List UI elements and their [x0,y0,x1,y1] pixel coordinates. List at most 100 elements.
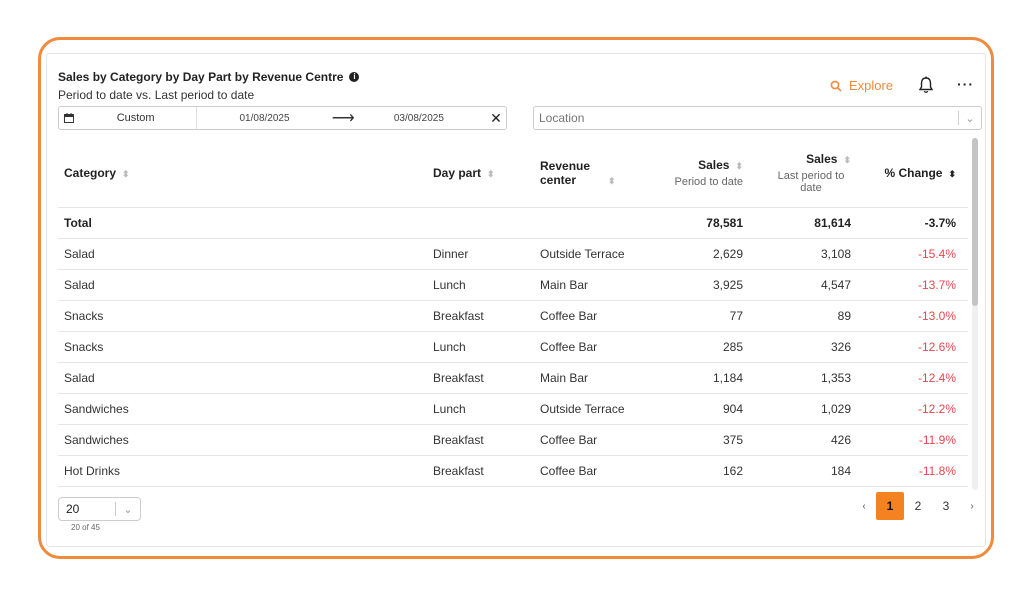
total-row: Total 78,581 81,614 -3.7% [58,207,968,239]
widget-title-text: Sales by Category by Day Part by Revenue… [58,70,344,84]
cell-revenue-center: Outside Terrace [540,393,647,425]
search-icon [830,80,842,92]
cell-daypart: Lunch [433,269,540,301]
column-label: Day part [433,166,482,181]
widget-title: Sales by Category by Day Part by Revenue… [58,70,360,84]
column-header-daypart[interactable]: Day part ⬍ [433,140,540,208]
column-label: Sales [698,158,730,173]
cell-daypart: Lunch [433,331,540,363]
cell-sales: 2,629 [647,238,755,270]
cell-last-sales: 3,108 [755,238,863,270]
page-1-button[interactable]: 1 [876,492,904,520]
column-sublabel: Last period to date [777,170,845,195]
cell-change: -13.7% [863,269,968,301]
cell-revenue-center: Main Bar [540,269,647,301]
cell-sales: 162 [647,455,755,487]
total-sales: 78,581 [647,207,755,239]
table-row[interactable]: Hot Drinks Breakfast Coffee Bar 162 184 -11.8… [58,455,968,487]
cell-category: Sandwiches [58,393,433,425]
cell-change: -11.9% [863,424,968,456]
cell-last-sales: 1,353 [755,362,863,394]
sort-icon[interactable]: ⬍ [608,176,616,187]
calendar-icon [63,113,74,123]
cell-sales: 375 [647,424,755,456]
sort-icon[interactable]: ⬍ [843,155,851,166]
cell-revenue-center: Outside Terrace [540,238,647,270]
table-row[interactable]: Salad Dinner Outside Terrace 2,629 3,108 -15.… [58,238,968,270]
cell-last-sales: 426 [755,424,863,456]
page-2-button[interactable]: 2 [914,499,922,513]
cell-sales: 904 [647,393,755,425]
column-header-revenue-center[interactable]: Revenue center ⬍ [540,140,647,208]
column-header-sales-lptd[interactable]: Sales ⬍ Last period to date [755,140,863,208]
location-input[interactable] [534,111,958,125]
cell-revenue-center: Coffee Bar [540,331,647,363]
column-label: Sales [806,152,838,167]
row-count: 20 of 45 [71,523,100,532]
sort-icon[interactable]: ⬍ [735,161,743,172]
cell-change: -12.2% [863,393,968,425]
page-size-select[interactable]: 20 ⌄ [58,497,141,521]
cell-sales: 77 [647,300,755,332]
start-date-input[interactable]: 01/08/2025 [239,112,290,124]
date-range-picker[interactable]: Custom 01/08/2025 ⟶ 03/08/2025 ✕ [58,106,507,130]
page-3-button[interactable]: 3 [942,499,950,513]
cell-sales: 285 [647,331,755,363]
table-row[interactable]: Salad Breakfast Main Bar 1,184 1,353 -12.4% [58,362,968,394]
column-header-category[interactable]: Category ⬍ [58,140,433,208]
total-change: -3.7% [863,207,968,239]
sort-icon[interactable]: ⬍ [122,169,130,180]
cell-category: Hot Drinks [58,455,433,487]
chevron-down-icon[interactable]: ⌄ [965,112,975,125]
empty-cell [540,207,647,239]
total-last: 81,614 [755,207,863,239]
cell-last-sales: 326 [755,331,863,363]
cell-sales: 1,184 [647,362,755,394]
explore-button[interactable]: Explore [830,78,893,93]
sort-icon[interactable]: ⬍ [487,169,495,180]
empty-cell [433,207,540,239]
cell-category: Sandwiches [58,424,433,456]
column-header-change[interactable]: % Change ⬍ [863,140,968,208]
scrollbar-thumb[interactable] [972,138,978,306]
cell-category: Salad [58,238,433,270]
cell-change: -12.4% [863,362,968,394]
clear-date-icon[interactable]: ✕ [490,109,502,126]
cell-daypart: Breakfast [433,455,540,487]
total-label: Total [58,207,433,239]
cell-last-sales: 184 [755,455,863,487]
arrow-right-icon: ⟶ [331,110,355,127]
divider [958,111,959,125]
sort-active-icon[interactable]: ⬍ [948,169,956,180]
cell-daypart: Dinner [433,238,540,270]
divider [115,502,116,516]
table-row[interactable]: Snacks Lunch Coffee Bar 285 326 -12.6% [58,331,968,363]
more-options-icon[interactable]: ··· [957,76,974,92]
page-size-value: 20 [66,502,80,516]
vertical-scrollbar[interactable] [972,138,978,490]
cell-change: -11.8% [863,455,968,487]
cell-last-sales: 1,029 [755,393,863,425]
location-select[interactable]: ⌄ [533,106,982,130]
chevron-down-icon[interactable]: ⌄ [123,503,133,516]
bell-icon[interactable] [918,76,934,94]
column-label: % Change [884,166,943,181]
cell-daypart: Breakfast [433,362,540,394]
table-row[interactable]: Sandwiches Breakfast Coffee Bar 375 426 -11.9… [58,424,968,456]
table-row[interactable]: Sandwiches Lunch Outside Terrace 904 1,029 -1… [58,393,968,425]
table-row[interactable]: Salad Lunch Main Bar 3,925 4,547 -13.7% [58,269,968,301]
cell-last-sales: 4,547 [755,269,863,301]
column-sublabel: Period to date [674,176,744,189]
next-page-icon[interactable]: › [970,500,974,512]
table-row[interactable]: Snacks Breakfast Coffee Bar 77 89 -13.0% [58,300,968,332]
range-type-select[interactable]: Custom [75,107,198,129]
info-icon[interactable]: i [349,72,360,82]
sales-table: Category ⬍ Day part ⬍ Revenue center ⬍ Sale… [58,140,968,487]
column-header-sales-ptd[interactable]: Sales ⬍ Period to date [647,140,755,208]
cell-revenue-center: Main Bar [540,362,647,394]
end-date-input[interactable]: 03/08/2025 [393,112,444,124]
cell-change: -12.6% [863,331,968,363]
prev-page-icon[interactable]: ‹ [862,500,866,512]
cell-revenue-center: Coffee Bar [540,424,647,456]
